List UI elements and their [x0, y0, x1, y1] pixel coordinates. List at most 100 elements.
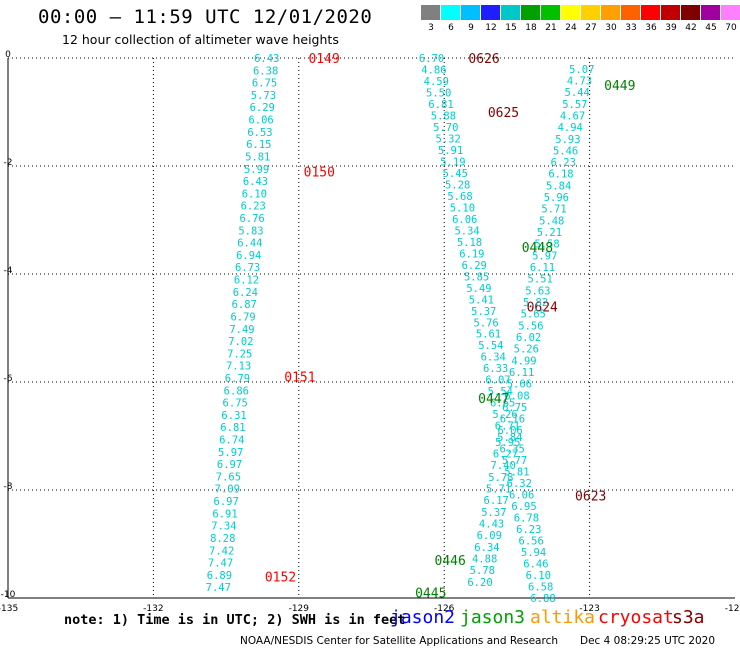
x-tick-label: -123	[579, 604, 599, 614]
swh-value-s3a: 5.19	[440, 156, 465, 168]
swh-value-s3a: 6.70	[419, 53, 444, 65]
swh-value-s3a: 5.54	[488, 386, 513, 398]
legend-item-jason2: jason2	[390, 607, 456, 628]
swh-value-s3a: 6.88	[530, 593, 555, 605]
swh-value-jason3: 5.07	[569, 64, 594, 76]
swh-value-jason3: 5.56	[518, 320, 543, 332]
swh-value-cryosat: 5.73	[251, 90, 276, 102]
swh-value-s3a: 5.26	[492, 409, 517, 421]
swh-value-s3a: 5.54	[478, 340, 503, 352]
time-label-cryosat: 0149	[308, 52, 339, 67]
time-label-cryosat: 0151	[284, 371, 315, 386]
swh-value-cryosat: 6.79	[225, 373, 250, 385]
swh-value-cryosat: 7.42	[209, 545, 234, 557]
note-text: note: 1) Time is in UTC; 2) SWH is in fe…	[64, 612, 406, 628]
swh-value-jason3: 5.63	[525, 285, 550, 297]
swh-value-cryosat: 6.53	[247, 127, 272, 139]
swh-value-s3a: 6.58	[528, 582, 553, 594]
swh-value-s3a: 6.19	[459, 248, 484, 260]
swh-value-jason3: 6.11	[530, 262, 555, 274]
swh-value-cryosat: 6.74	[219, 435, 244, 447]
swh-value-s3a: 6.06	[452, 214, 477, 226]
swh-value-jason3: 5.57	[562, 99, 587, 111]
swh-value-cryosat: 5.83	[238, 225, 263, 237]
swh-value-cryosat: 6.29	[250, 102, 275, 114]
swh-value-jason3: 5.44	[565, 87, 590, 99]
swh-value-s3a: 5.61	[476, 329, 501, 341]
swh-value-cryosat: 5.97	[218, 447, 243, 459]
time-label-jason3: 0446	[435, 554, 466, 569]
swh-value-jason3: 5.66	[507, 379, 532, 391]
chart-title: 00:00 – 11:59 UTC 12/01/2020	[38, 6, 373, 28]
color-scale-label: 6	[448, 23, 454, 33]
swh-value-cryosat: 6.81	[220, 422, 245, 434]
color-scale-label: 45	[705, 23, 717, 33]
swh-value-jason3: 4.67	[560, 110, 585, 122]
time-label-cryosat: 0150	[304, 165, 335, 180]
swh-value-cryosat: 6.43	[254, 53, 279, 65]
color-scale-label: 3	[428, 23, 434, 33]
y-tick-label: -2	[4, 158, 13, 168]
swh-value-cryosat: 7.34	[211, 521, 236, 533]
swh-value-cryosat: 6.73	[235, 262, 260, 274]
swh-value-jason3: 5.26	[514, 344, 539, 356]
color-scale-label: 24	[565, 23, 577, 33]
footer-credit: NOAA/NESDIS Center for Satellite Applica…	[240, 635, 558, 647]
swh-value-cryosat: 6.15	[246, 139, 271, 151]
swh-value-jason3: 6.34	[474, 542, 499, 554]
footer-timestamp: Dec 4 08:29:25 UTC 2020	[580, 635, 716, 647]
swh-value-jason3: 5.93	[555, 134, 580, 146]
swh-value-s3a: 5.94	[521, 547, 546, 559]
color-scale-label: 9	[468, 23, 474, 33]
swh-value-jason3: 6.20	[467, 577, 492, 589]
swh-value-cryosat: 6.97	[214, 496, 239, 508]
swh-value-cryosat: 7.65	[216, 471, 241, 483]
swh-value-s3a: 6.29	[462, 260, 487, 272]
color-scale-label: 30	[605, 23, 617, 33]
color-scale-label: 33	[625, 23, 637, 33]
swh-value-jason3: 6.02	[516, 332, 541, 344]
swh-value-cryosat: 6.24	[233, 287, 258, 299]
swh-value-cryosat: 5.81	[245, 151, 270, 163]
swh-value-s3a: 6.32	[507, 478, 532, 490]
swh-value-jason3: 4.73	[567, 75, 592, 87]
swh-value-jason3: 6.17	[484, 495, 509, 507]
swh-value-jason3: 5.71	[541, 204, 566, 216]
y-tick-label: -4	[4, 266, 13, 276]
x-tick-label: -135	[0, 604, 18, 614]
color-scale-label: 42	[685, 23, 697, 33]
swh-value-s3a: 5.70	[433, 122, 458, 134]
swh-value-s3a: 5.88	[431, 110, 456, 122]
color-scale-cell	[661, 5, 681, 20]
swh-value-jason3: 5.95	[495, 437, 520, 449]
swh-value-jason3: 6.18	[548, 169, 573, 181]
color-scale-cell	[521, 5, 541, 20]
time-label-s3a: 0625	[488, 106, 519, 121]
swh-value-cryosat: 6.06	[248, 115, 273, 127]
color-scale-cell	[681, 5, 701, 20]
swh-value-s3a: 4.59	[424, 76, 449, 88]
chart-subtitle: 12 hour collection of altimeter wave hei…	[62, 32, 339, 47]
time-label-cryosat: 0152	[265, 570, 296, 585]
swh-value-s3a: 5.91	[438, 145, 463, 157]
time-label-jason3: 0449	[604, 79, 635, 94]
swh-value-cryosat: 6.91	[212, 508, 237, 520]
swh-value-s3a: 5.34	[454, 225, 479, 237]
color-scale-cell	[421, 5, 441, 20]
swh-value-s3a: 6.35	[500, 444, 525, 456]
swh-value-s3a: 5.18	[457, 237, 482, 249]
color-scale-cell	[601, 5, 621, 20]
swh-value-cryosat: 7.49	[229, 324, 254, 336]
swh-value-cryosat: 7.25	[227, 348, 252, 360]
swh-value-jason3: 5.97	[532, 250, 557, 262]
color-scale-label: 39	[665, 23, 677, 33]
swh-value-jason3: 4.43	[479, 519, 504, 531]
swh-value-cryosat: 6.31	[221, 410, 246, 422]
color-scale-cell	[441, 5, 461, 20]
swh-value-jason3: 5.78	[488, 472, 513, 484]
time-label-s3a: 0626	[468, 52, 499, 67]
swh-value-s3a: 5.84	[497, 432, 522, 444]
legend-item-s3a: s3a	[672, 607, 705, 628]
